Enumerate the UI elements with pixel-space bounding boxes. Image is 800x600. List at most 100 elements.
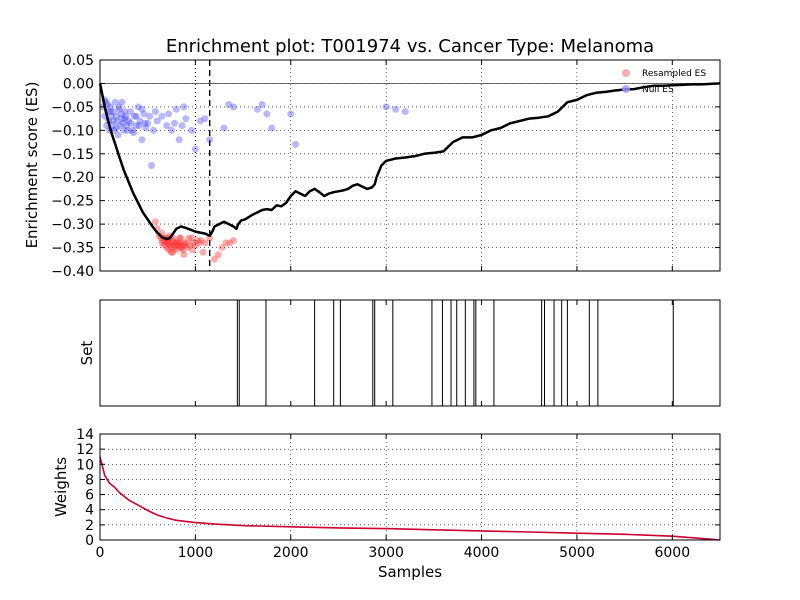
resampled-es-point-27 [177, 244, 185, 252]
null-es-point-18 [117, 110, 125, 118]
weights-plot-frame [99, 433, 721, 541]
null-es-point-28 [130, 112, 138, 120]
null-es-point-8 [107, 112, 115, 120]
enrichment-ytick-label-6: −0.25 [51, 194, 94, 210]
resampled-es-point-13 [165, 246, 173, 254]
weights-ytick-label-4: 8 [85, 472, 94, 488]
null-es-point-66 [392, 105, 400, 113]
null-es-point-19 [118, 115, 126, 123]
resampled-es-point-37 [193, 237, 201, 245]
enrichment-y-axis-label: Enrichment score (ES) [23, 82, 41, 249]
weights-xtick-label-4: 4000 [464, 545, 500, 561]
null-es-point-63 [287, 110, 295, 118]
null-es-point-55 [206, 136, 214, 144]
enrichment-y-ticks: 0.05 0.00 −0.05 −0.10 −0.15 −0.20 −0.25 −0.30 −0… [51, 53, 720, 280]
resampled-es-point-47 [226, 239, 234, 247]
resampled-es-point-29 [179, 246, 187, 254]
null-es-point-79 [132, 112, 140, 120]
resampled-es-point-35 [189, 239, 197, 247]
resampled-es-point-46 [222, 239, 230, 247]
enrichment-ytick-label-3: −0.10 [51, 123, 94, 139]
legend-label-resampled-es: Resampled ES [642, 69, 706, 79]
null-es-point-46 [172, 105, 180, 113]
null-es-point-17 [116, 122, 124, 130]
resampled-es-point-9 [163, 244, 171, 252]
null-es-point-12 [111, 98, 119, 106]
resampled-es-point-53 [173, 239, 181, 247]
chart-title: Enrichment plot: T001974 vs. Cancer Type… [166, 36, 654, 57]
weights-xtick-label-6: 6000 [654, 545, 690, 561]
null-es-point-24 [123, 122, 131, 130]
enrichment-ytick-label-1: 0.00 [63, 76, 94, 92]
resampled-es-point-28 [178, 241, 186, 249]
null-es-point-15 [114, 131, 122, 139]
null-es-point-32 [138, 136, 146, 144]
set-x-ticks [99, 300, 673, 406]
weights-ytick-label-2: 4 [85, 503, 94, 519]
resampled-es-point-39 [197, 237, 205, 245]
null-es-point-71 [109, 117, 117, 125]
weights-xtick-label-1: 1000 [178, 545, 214, 561]
resampled-es-point-22 [172, 246, 180, 254]
null-es-point-31 [136, 117, 144, 125]
weights-x-ticks: 0 1000 2000 3000 4000 5000 6000 [96, 434, 690, 561]
null-es-point-61 [263, 110, 271, 118]
weights-xtick-label-5: 5000 [559, 545, 595, 561]
null-es-point-14 [113, 117, 121, 125]
null-es-point-48 [178, 122, 186, 130]
resampled-es-point-61 [176, 234, 184, 242]
null-es-point-52 [191, 145, 199, 153]
null-es-point-43 [165, 110, 173, 118]
resampled-es-point-54 [177, 244, 185, 252]
null-es-point-56 [220, 124, 228, 132]
null-es-point-34 [142, 124, 150, 132]
weights-line [99, 456, 721, 541]
null-es-point-49 [180, 103, 188, 111]
resampled-es-point-19 [169, 241, 177, 249]
resampled-es-point-26 [176, 234, 184, 242]
null-es-point-65 [382, 103, 390, 111]
resampled-es-point-4 [158, 239, 166, 247]
enrichment-ytick-label-9: −0.40 [51, 264, 94, 280]
resampled-es-point-24 [174, 241, 182, 249]
set-membership-lines [236, 300, 674, 406]
null-es-point-47 [175, 136, 183, 144]
null-es-point-51 [188, 126, 196, 134]
weights-ytick-label-7: 14 [76, 427, 94, 443]
resampled-es-point-42 [206, 234, 214, 242]
null-es-point-7 [106, 103, 114, 111]
resampled-es-point-20 [170, 239, 178, 247]
null-es-point-80 [135, 122, 143, 130]
null-es-point-30 [134, 103, 142, 111]
resampled-es-point-21 [171, 244, 179, 252]
null-es-point-35 [144, 119, 152, 127]
weights-ytick-label-0: 0 [85, 533, 94, 549]
weights-gridlines [100, 434, 720, 540]
enrichment-score-line [98, 82, 721, 241]
resampled-es-point-8 [162, 239, 170, 247]
weights-xtick-label-3: 3000 [368, 545, 404, 561]
resampled-es-point-32 [184, 244, 192, 252]
null-es-point-42 [163, 122, 171, 130]
legend: Resampled ES Null ES [622, 69, 706, 95]
resampled-es-point-6 [160, 241, 168, 249]
resampled-es-point-36 [191, 241, 199, 249]
null-es-point-60 [258, 101, 266, 109]
resampled-es-point-57 [189, 246, 197, 254]
resampled-es-point-31 [182, 239, 190, 247]
null-es-point-67 [401, 108, 409, 116]
resampled-es-point-25 [175, 239, 183, 247]
resampled-es-point-60 [172, 241, 180, 249]
enrichment-score-polyline [98, 82, 721, 241]
weights-y-axis-label: Weights [52, 457, 70, 517]
resampled-es-point-40 [199, 248, 207, 256]
enrichment-ytick-label-5: −0.20 [51, 170, 94, 186]
resampled-es-point-0 [151, 218, 159, 226]
resampled-es-point-48 [230, 237, 238, 245]
weights-ytick-label-3: 6 [85, 488, 94, 504]
null-es-point-59 [253, 105, 261, 113]
set-y-axis-label: Set [78, 341, 96, 366]
resampled-es-point-58 [165, 239, 173, 247]
null-es-point-41 [158, 112, 166, 120]
